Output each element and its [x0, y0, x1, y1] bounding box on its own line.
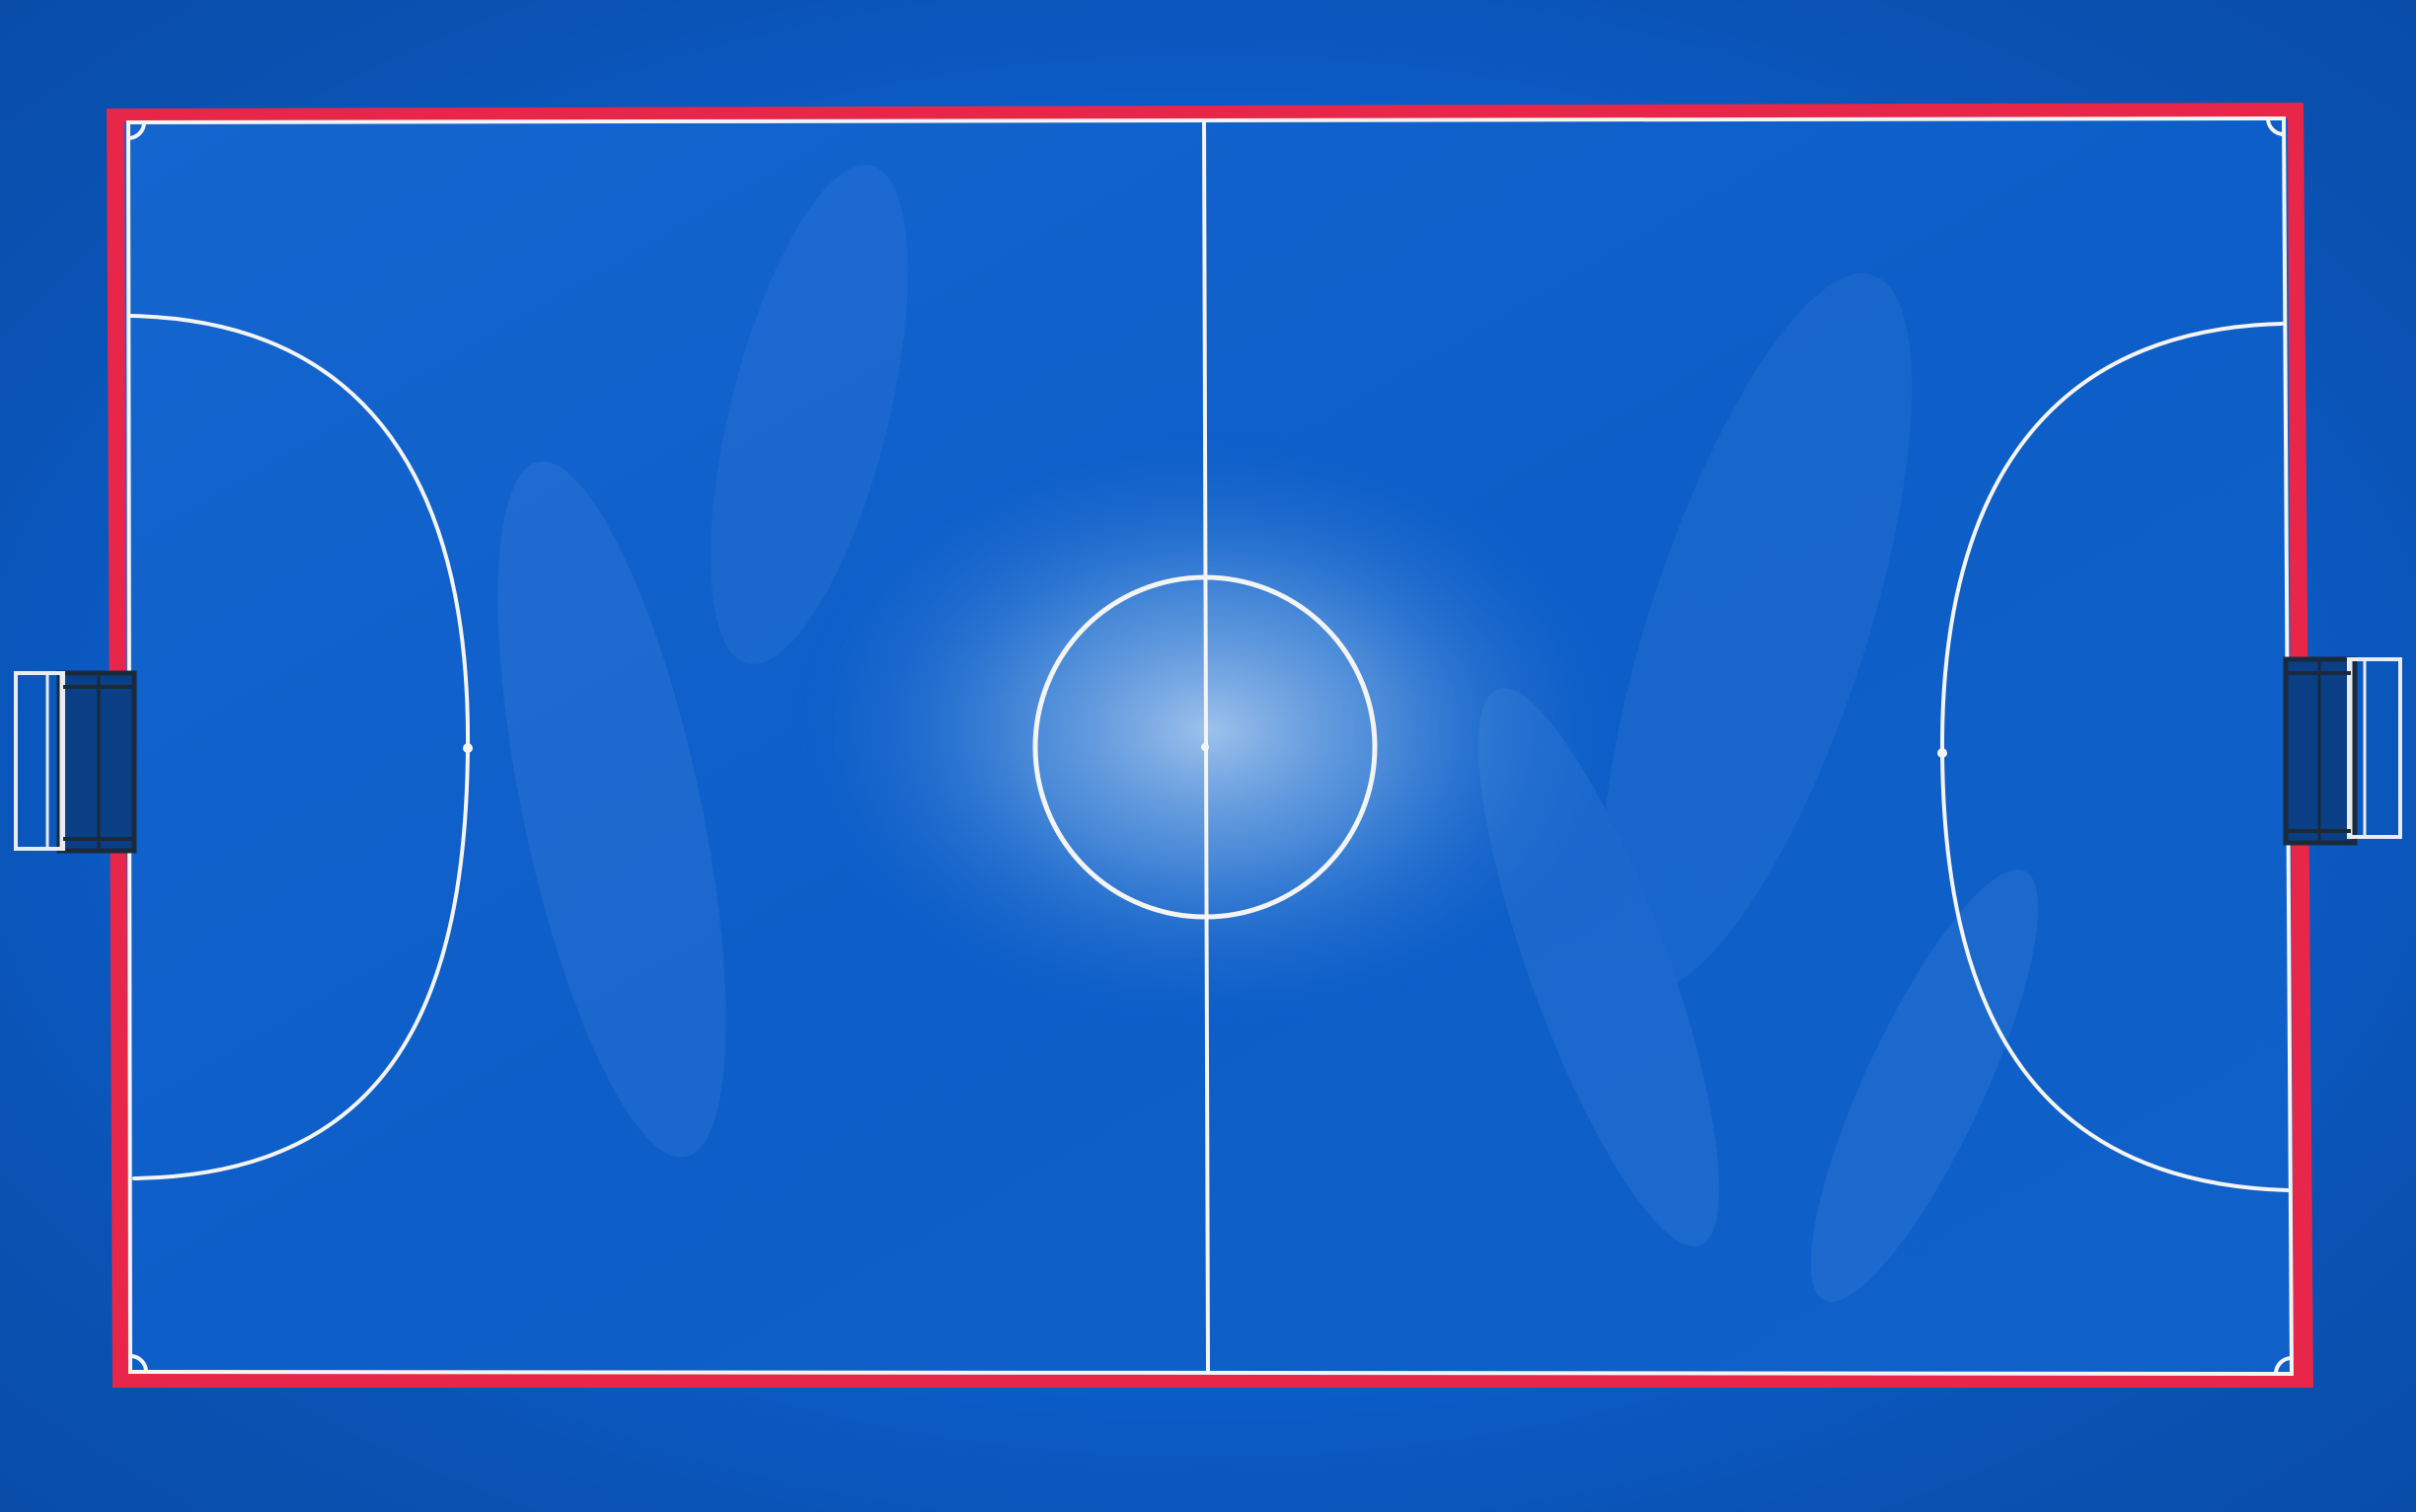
corner-arc-bottom-right [2274, 1356, 2294, 1376]
right-goal-frame-inner [2349, 657, 2367, 839]
right-penalty-spot [1937, 748, 1947, 758]
goal-icon [2283, 656, 2402, 846]
corner-arc-top-left [126, 120, 146, 140]
left-penalty-spot [463, 743, 473, 753]
left-goal-frame-outer [14, 671, 65, 851]
center-spot-icon [1201, 743, 1209, 751]
right-goal-frame-outer [2347, 657, 2402, 839]
corner-arc-bottom-left [128, 1354, 148, 1374]
touchline-boundary [125, 115, 2295, 1377]
center-haze [794, 434, 1623, 1026]
left-goal-net [56, 670, 137, 854]
left-goal-frame-inner [45, 671, 63, 851]
goal-icon [14, 670, 137, 854]
center-circle [1032, 574, 1378, 920]
corner-arc-top-right [2266, 116, 2286, 136]
